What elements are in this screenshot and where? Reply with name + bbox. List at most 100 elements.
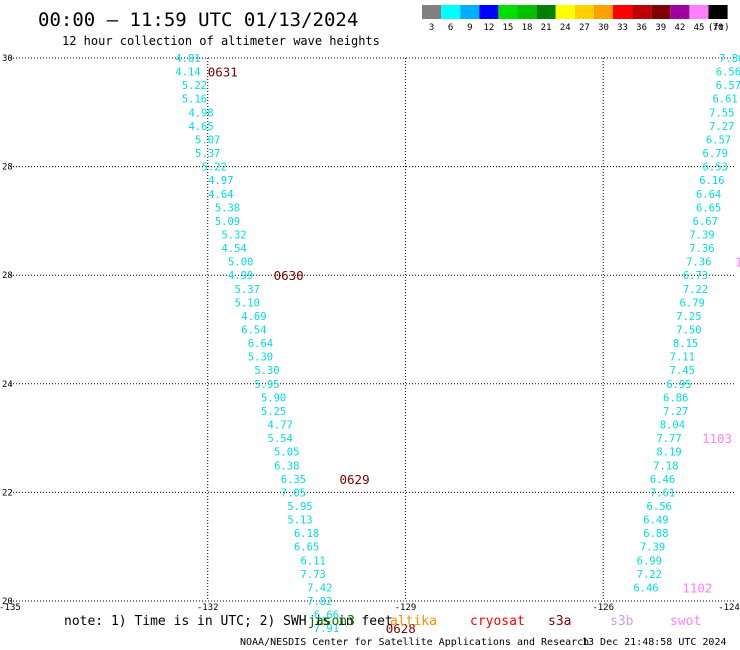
wave-height-point: 6.88 xyxy=(643,528,668,540)
wave-height-point: 7.22 xyxy=(683,284,708,296)
wave-height-point: 8.19 xyxy=(656,447,681,459)
wave-height-point: 5.95 xyxy=(287,501,312,513)
legend-swatch xyxy=(632,5,652,19)
y-tick-label: 28 xyxy=(2,271,13,281)
wave-height-point: 5.16 xyxy=(182,94,207,106)
legend-swatch xyxy=(613,5,633,19)
legend-label: 18 xyxy=(522,23,533,33)
wave-height-point: 6.11 xyxy=(301,555,326,567)
legend-label: 27 xyxy=(579,23,590,33)
pass-id-label: 0629 xyxy=(340,472,370,487)
wave-height-point: 5.37 xyxy=(195,148,220,160)
wave-height-point: 7.42 xyxy=(307,582,332,594)
legend-label: 30 xyxy=(598,23,609,33)
wave-height-point: 7.25 xyxy=(676,311,701,323)
legend-swatch xyxy=(441,5,461,19)
wave-height-point: 5.09 xyxy=(215,216,240,228)
wave-height-point: 7.05 xyxy=(281,487,306,499)
wave-height-point: 6.57 xyxy=(716,80,740,92)
satellite-legend: jason3 altika cryosat s3a s3b swot xyxy=(308,614,701,629)
legend-label: 24 xyxy=(560,23,571,33)
satellite-s3a: s3a xyxy=(548,614,571,629)
chart-title: 00:00 – 11:59 UTC 01/13/2024 xyxy=(38,9,358,31)
chart-subtitle: 12 hour collection of altimeter wave hei… xyxy=(62,34,380,48)
wave-height-point: 6.56 xyxy=(647,501,672,513)
wave-height-point: 4.77 xyxy=(268,420,293,432)
wave-height-point: 6.16 xyxy=(699,175,724,187)
wave-height-point: 5.30 xyxy=(254,365,279,377)
legend-label: 45 xyxy=(694,23,705,33)
wave-height-point: 7.77 xyxy=(656,433,681,445)
pass-id-label: 0628 xyxy=(386,621,416,636)
wave-height-point: 6.67 xyxy=(693,216,718,228)
legend-label: 42 xyxy=(674,23,685,33)
wave-height-point: 5.07 xyxy=(195,134,220,146)
wave-height-point: 7.61 xyxy=(650,487,675,499)
legend-label: 36 xyxy=(636,23,647,33)
wave-height-point: 5.05 xyxy=(274,447,299,459)
wave-height-point: 6.38 xyxy=(274,460,299,472)
legend-swatch xyxy=(651,5,671,19)
legend-swatch xyxy=(422,5,442,19)
wave-height-point: 6.79 xyxy=(680,297,705,309)
wave-height-point: 6.95 xyxy=(666,379,691,391)
wave-height-point: 4.14 xyxy=(175,67,200,79)
legend-swatch xyxy=(479,5,499,19)
wave-height-point: 5.22 xyxy=(182,80,207,92)
wave-height-point: 4.69 xyxy=(241,311,266,323)
wave-height-point: 4.64 xyxy=(208,189,233,201)
wave-height-point: 6.64 xyxy=(696,189,721,201)
wave-height-point: 4.99 xyxy=(228,270,253,282)
y-tick-label: 24 xyxy=(2,380,13,390)
legend-label: 6 xyxy=(448,23,453,33)
pass-id-label: 0631 xyxy=(208,65,238,80)
legend-label: 15 xyxy=(502,23,513,33)
wave-height-point: 5.38 xyxy=(215,202,240,214)
legend-swatch xyxy=(536,5,556,19)
wave-height-point: 4.98 xyxy=(188,107,213,119)
satellite-altika: altika xyxy=(390,614,437,629)
legend-swatch xyxy=(593,5,613,19)
wave-height-point: 6.46 xyxy=(633,582,658,594)
wave-height-point: 7.11 xyxy=(670,352,695,364)
wave-height-point: 5.22 xyxy=(202,162,227,174)
satellite-s3b: s3b xyxy=(610,614,634,629)
wave-height-point: 6.65 xyxy=(696,202,721,214)
y-tick-label: 30 xyxy=(2,54,13,64)
legend-label: 33 xyxy=(617,23,628,33)
legend-label: 3 xyxy=(429,23,434,33)
grid-lines xyxy=(10,57,735,602)
wave-height-point: 8.15 xyxy=(673,338,698,350)
legend-label: 21 xyxy=(541,23,552,33)
wave-height-point: 8.04 xyxy=(660,420,685,432)
wave-height-point: 7.27 xyxy=(709,121,734,133)
wave-height-point: 5.54 xyxy=(268,433,293,445)
x-tick-label: -132 xyxy=(197,603,219,613)
pass-id-label: 1104 xyxy=(735,255,740,270)
legend-swatch xyxy=(708,5,728,19)
x-tick-label: -129 xyxy=(395,603,417,613)
wave-height-point: 5.10 xyxy=(235,297,260,309)
legend-label: 12 xyxy=(483,23,494,33)
wave-height-point: 5.37 xyxy=(235,284,260,296)
wave-height-point: 4.65 xyxy=(188,121,213,133)
wave-height-point: 6.53 xyxy=(703,162,728,174)
wave-height-point: 6.54 xyxy=(241,325,266,337)
wave-height-point: 7.22 xyxy=(637,569,662,581)
y-tick-label: 22 xyxy=(2,488,13,498)
wave-height-point: 6.99 xyxy=(637,555,662,567)
satellite-cryosat: cryosat xyxy=(470,614,525,629)
wave-height-point: 6.46 xyxy=(650,474,675,486)
pass-id-label: 1102 xyxy=(682,580,712,595)
wave-height-labels: 4.814.145.225.164.984.655.075.375.224.97… xyxy=(175,53,740,635)
wave-height-point: 5.95 xyxy=(254,379,279,391)
legend-swatch xyxy=(689,5,709,19)
wave-height-point: 6.64 xyxy=(248,338,273,350)
wave-height-point: 7.18 xyxy=(653,460,678,472)
wave-height-point: 6.65 xyxy=(294,542,319,554)
x-tick-label: -135 xyxy=(0,603,21,613)
wave-height-point: 7.73 xyxy=(301,569,326,581)
legend-swatch xyxy=(460,5,480,19)
